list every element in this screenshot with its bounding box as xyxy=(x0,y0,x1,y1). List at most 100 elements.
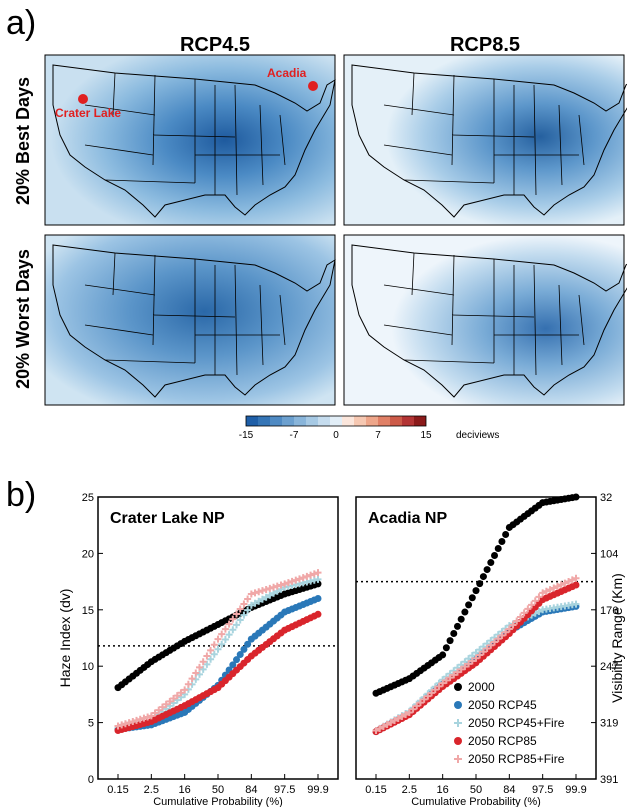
data-point xyxy=(472,654,480,662)
data-point xyxy=(402,710,410,718)
data-point xyxy=(535,593,543,601)
data-point xyxy=(147,712,155,720)
data-point xyxy=(572,600,580,608)
x-tick-label: 97.5 xyxy=(274,784,295,796)
x-axis-label: Cumulative Probability (%) xyxy=(153,796,283,807)
data-point xyxy=(479,573,487,581)
data-point xyxy=(247,590,255,598)
data-point xyxy=(487,641,495,649)
x-tick-label: 16 xyxy=(179,784,191,796)
data-point xyxy=(572,574,580,582)
data-point xyxy=(133,716,141,724)
legend-marker xyxy=(454,719,462,727)
data-point xyxy=(303,572,311,580)
x-tick-label: 99.9 xyxy=(307,784,328,796)
x-tick-label: 97.5 xyxy=(532,784,553,796)
y-tick-label: 0 xyxy=(88,774,94,786)
column-title-rcp45: RCP4.5 xyxy=(179,34,251,56)
data-point xyxy=(299,574,307,582)
legend-label: 2050 RCP85+Fire xyxy=(468,752,565,766)
y-right-tick-label: 247 xyxy=(600,661,618,673)
data-point xyxy=(284,579,292,587)
x-tick-label: 16 xyxy=(437,784,449,796)
data-point xyxy=(498,631,506,639)
data-point xyxy=(251,599,259,607)
data-point xyxy=(247,601,255,609)
data-point xyxy=(491,638,499,646)
data-point xyxy=(420,695,428,703)
data-point xyxy=(442,676,450,684)
data-point xyxy=(502,628,510,636)
x-axis-label: Cumulative Probability (%) xyxy=(411,796,541,807)
data-point xyxy=(181,686,189,694)
data-point xyxy=(509,621,517,629)
legend-label: 2000 xyxy=(468,680,495,694)
data-point xyxy=(118,721,126,729)
data-point xyxy=(439,651,447,659)
data-point xyxy=(121,720,129,728)
data-point xyxy=(210,650,218,658)
data-point xyxy=(528,601,536,609)
data-point xyxy=(195,663,203,671)
data-point xyxy=(214,645,222,653)
panel-a-label: a) xyxy=(6,4,37,42)
data-point xyxy=(476,580,484,588)
x-tick-label: 0.15 xyxy=(365,784,386,796)
legend-marker xyxy=(454,737,462,745)
data-point xyxy=(151,709,159,717)
data-point xyxy=(214,635,222,643)
data-point xyxy=(255,597,263,605)
data-point xyxy=(468,594,476,602)
panel-b-label: b) xyxy=(6,476,37,514)
x-tick-label: 2.5 xyxy=(144,784,159,796)
crater-lake-marker xyxy=(78,94,88,104)
data-point xyxy=(446,674,454,682)
data-point xyxy=(255,588,263,596)
acadia-marker xyxy=(308,81,318,91)
data-point xyxy=(387,718,395,726)
data-point xyxy=(524,605,532,613)
data-point xyxy=(170,695,178,703)
data-point xyxy=(310,570,318,578)
data-point xyxy=(409,705,417,713)
data-point xyxy=(162,700,170,708)
data-point xyxy=(446,637,454,645)
data-point xyxy=(203,652,211,660)
data-point xyxy=(372,726,380,734)
acadia-label: Acadia xyxy=(267,66,307,80)
crater-lake-label: Crater Lake xyxy=(55,106,121,120)
data-point xyxy=(158,703,166,711)
data-point xyxy=(240,645,248,653)
data-point xyxy=(225,620,233,628)
y-right-tick-label: 391 xyxy=(600,774,618,786)
data-point xyxy=(244,606,252,614)
data-point xyxy=(258,587,266,595)
colorbar-tick: -7 xyxy=(290,430,299,441)
data-point xyxy=(229,615,237,623)
data-point xyxy=(572,493,580,501)
data-point xyxy=(225,631,233,639)
data-point xyxy=(144,713,152,721)
colorbar: -15 -7 0 7 15 deciviews xyxy=(239,415,499,441)
data-point xyxy=(465,601,473,609)
y-tick-label: 15 xyxy=(82,605,94,617)
data-point xyxy=(199,665,207,673)
x-tick-label: 50 xyxy=(212,784,224,796)
data-point xyxy=(391,716,399,724)
data-point xyxy=(546,586,554,594)
data-point xyxy=(453,622,461,630)
data-point xyxy=(531,597,539,605)
data-point xyxy=(233,656,241,664)
data-point xyxy=(450,629,458,637)
colorbar-tick: 15 xyxy=(420,430,432,441)
chart-title: Acadia NP xyxy=(368,510,447,527)
data-point xyxy=(565,577,573,585)
data-point xyxy=(270,583,278,591)
data-point xyxy=(520,609,528,617)
data-point xyxy=(535,608,543,616)
data-point xyxy=(221,636,229,644)
y-tick-label: 5 xyxy=(88,718,94,730)
data-point xyxy=(244,595,252,603)
colorbar-tick: 7 xyxy=(375,430,381,441)
